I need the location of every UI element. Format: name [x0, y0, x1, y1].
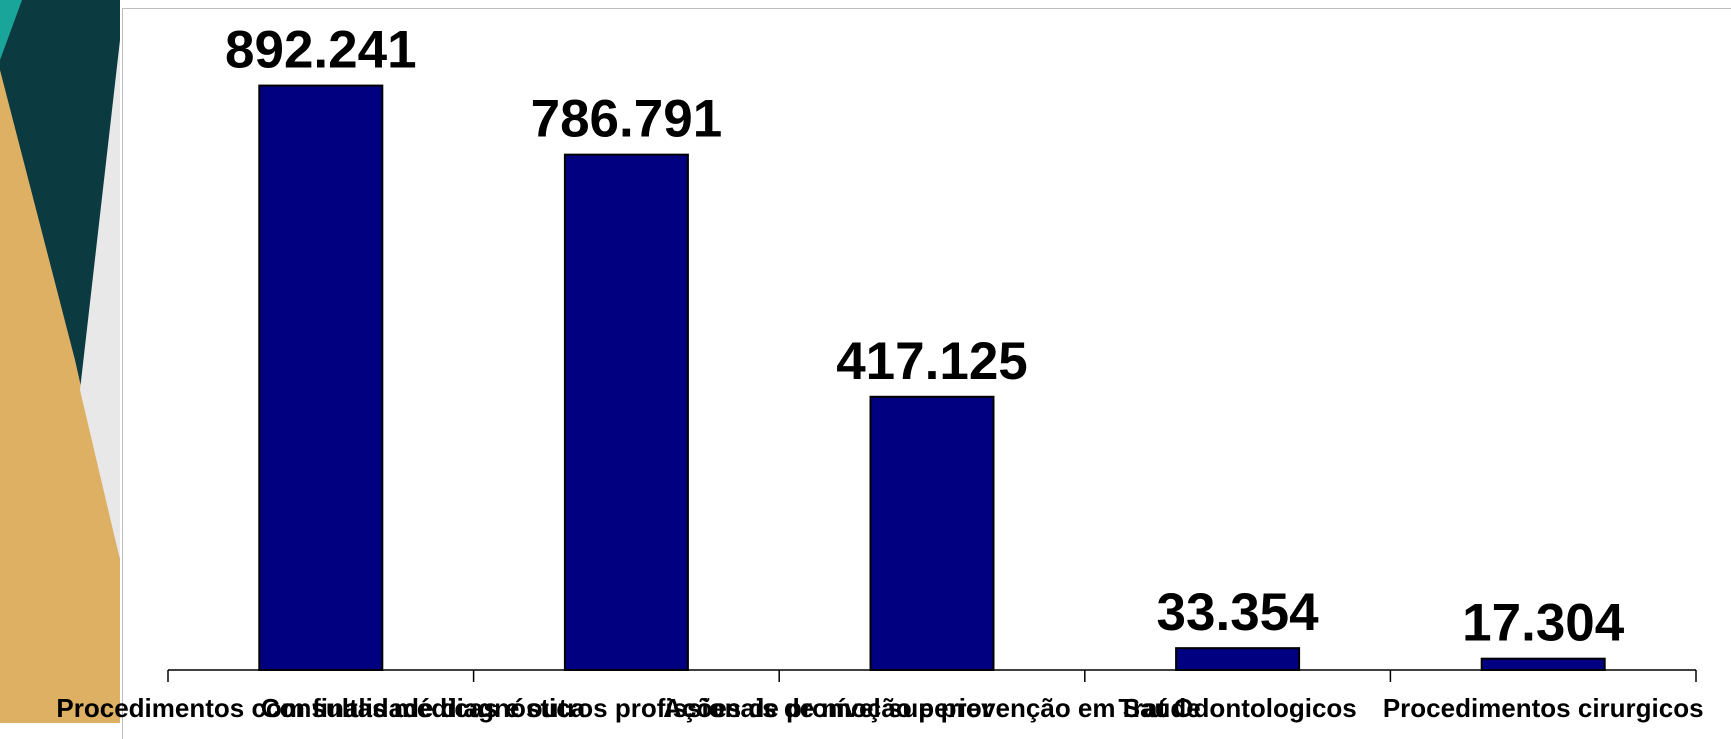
category-labels-group: Procedimentos com finalidade diagnóstica…: [56, 693, 1703, 723]
value-label-5: 17.304: [1462, 594, 1625, 653]
bar-2: [563, 153, 689, 671]
category-label-5: Procedimentos cirurgicos: [1383, 693, 1704, 723]
bar-chart: 892.241 786.791 417.125 33.354 17.304 Proced…: [56, 21, 1703, 723]
category-label-4: Trat Odontologicos: [1118, 693, 1356, 723]
value-label-1: 892.241: [225, 21, 417, 80]
bar-3: [869, 395, 995, 671]
value-label-3: 417.125: [836, 332, 1028, 391]
category-label-3: Ações de promoção e prevenção em Saúde: [663, 693, 1201, 723]
bar-5: [1480, 657, 1606, 672]
x-axis-ticks: [167, 670, 1697, 682]
category-label-2: Consultas médicas e outros profissionais…: [261, 693, 992, 723]
deco-green-shape: [0, 0, 22, 60]
background-decoration: [0, 0, 120, 723]
bar-1: [258, 84, 384, 671]
value-label-4: 33.354: [1157, 583, 1320, 642]
bars-group: [258, 84, 1606, 672]
bar-4: [1175, 647, 1301, 672]
deco-tan-shape: [0, 70, 120, 723]
deco-light-shape: [80, 40, 120, 560]
value-label-2: 786.791: [531, 90, 723, 149]
category-label-1: Procedimentos com finalidade diagnóstica: [56, 693, 585, 723]
value-labels-group: 892.241 786.791 417.125 33.354 17.304: [225, 21, 1625, 653]
